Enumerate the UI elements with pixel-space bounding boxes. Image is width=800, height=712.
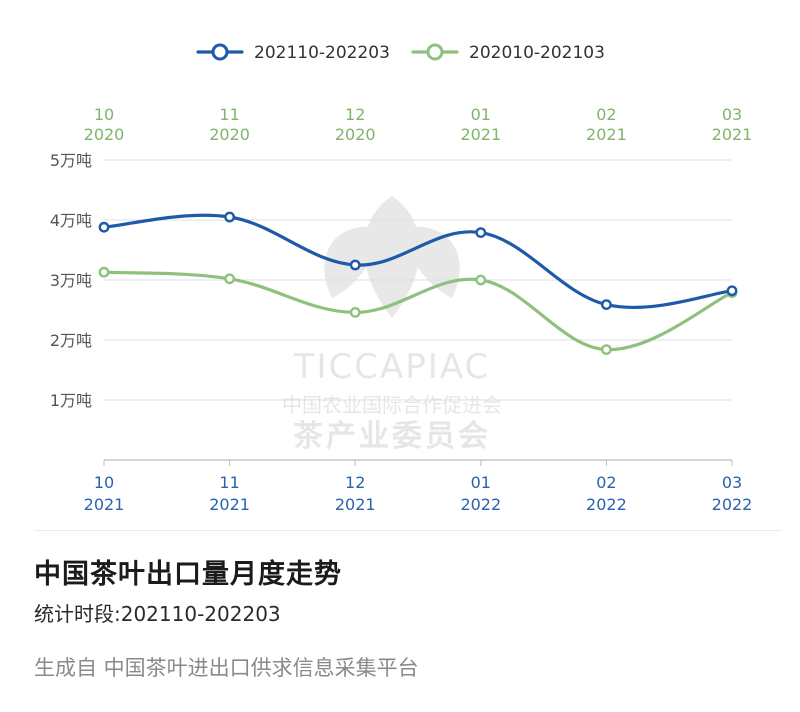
chart-caption-title: 中国茶叶出口量月度走势 (34, 559, 342, 590)
top-axis-year-label: 2021 (586, 125, 627, 144)
top-axis-month-label: 12 (345, 105, 365, 124)
top-axis-year-label: 2021 (460, 125, 501, 144)
bottom-axis-year-label: 2021 (335, 495, 376, 514)
bottom-axis-year-label: 2022 (712, 495, 753, 514)
data-point-previous (224, 273, 236, 285)
data-point-previous (475, 274, 487, 286)
data-point-previous (349, 306, 361, 318)
top-axis-year-label: 2020 (209, 125, 250, 144)
chart-area: TICCAPIAC 中国农业国际合作促进会 茶产业委员会 1万吨 2万吨 3万吨 4万吨 5万… (50, 43, 753, 514)
bottom-axis-month-label: 11 (219, 473, 239, 492)
bottom-axis-month-label: 01 (471, 473, 491, 492)
data-point-current (475, 227, 487, 239)
data-point-current (224, 211, 236, 223)
bottom-axis-month-label: 10 (94, 473, 114, 492)
bottom-axis-year-label: 2022 (460, 495, 501, 514)
top-axis-year-label: 2020 (335, 125, 376, 144)
legend-label: 202010-202103 (469, 43, 605, 63)
top-axis-month-label: 10 (94, 105, 114, 124)
top-axis-year-label: 2021 (712, 125, 753, 144)
y-tick-label: 1万吨 (50, 391, 92, 410)
watermark-line2: 茶产业委员会 (293, 419, 491, 454)
series-line-previous (102, 270, 734, 352)
y-tick-label: 3万吨 (50, 271, 92, 290)
data-point-current (98, 221, 110, 233)
data-point-current (349, 259, 361, 271)
legend-label: 202110-202203 (254, 43, 390, 63)
data-point-current (726, 285, 738, 297)
bottom-axis-month-label: 12 (345, 473, 365, 492)
legend-swatch-marker (426, 43, 444, 61)
watermark-title: TICCAPIAC (293, 347, 490, 387)
legend-item-previous: 202010-202103 (411, 43, 605, 63)
top-axis-month-label: 03 (722, 105, 742, 124)
data-point-previous (601, 344, 612, 355)
top-axis-year-label: 2020 (84, 125, 125, 144)
data-point-current (601, 299, 612, 310)
watermark-line1: 中国农业国际合作促进会 (282, 393, 502, 417)
y-tick-label: 2万吨 (50, 331, 92, 350)
bottom-axis-year-label: 2021 (209, 495, 250, 514)
data-point-previous (98, 266, 110, 278)
bottom-axis-month-label: 02 (596, 473, 616, 492)
bottom-axis-year-label: 2021 (84, 495, 125, 514)
statistics-period: 统计时段:202110-202203 (34, 602, 281, 626)
source-note: 生成自 中国茶叶进出口供求信息采集平台 (34, 656, 419, 680)
top-axis-month-label: 11 (219, 105, 239, 124)
divider (34, 530, 782, 531)
legend-swatch-marker (211, 43, 229, 61)
y-tick-label: 4万吨 (50, 211, 92, 230)
bottom-axis-year-label: 2022 (586, 495, 627, 514)
top-axis-month-label: 01 (471, 105, 491, 124)
legend-item-current: 202110-202203 (196, 43, 390, 63)
series-line-current (102, 213, 734, 309)
top-axis-month-label: 02 (596, 105, 616, 124)
y-tick-label: 5万吨 (50, 151, 92, 170)
bottom-axis-month-label: 03 (722, 473, 742, 492)
